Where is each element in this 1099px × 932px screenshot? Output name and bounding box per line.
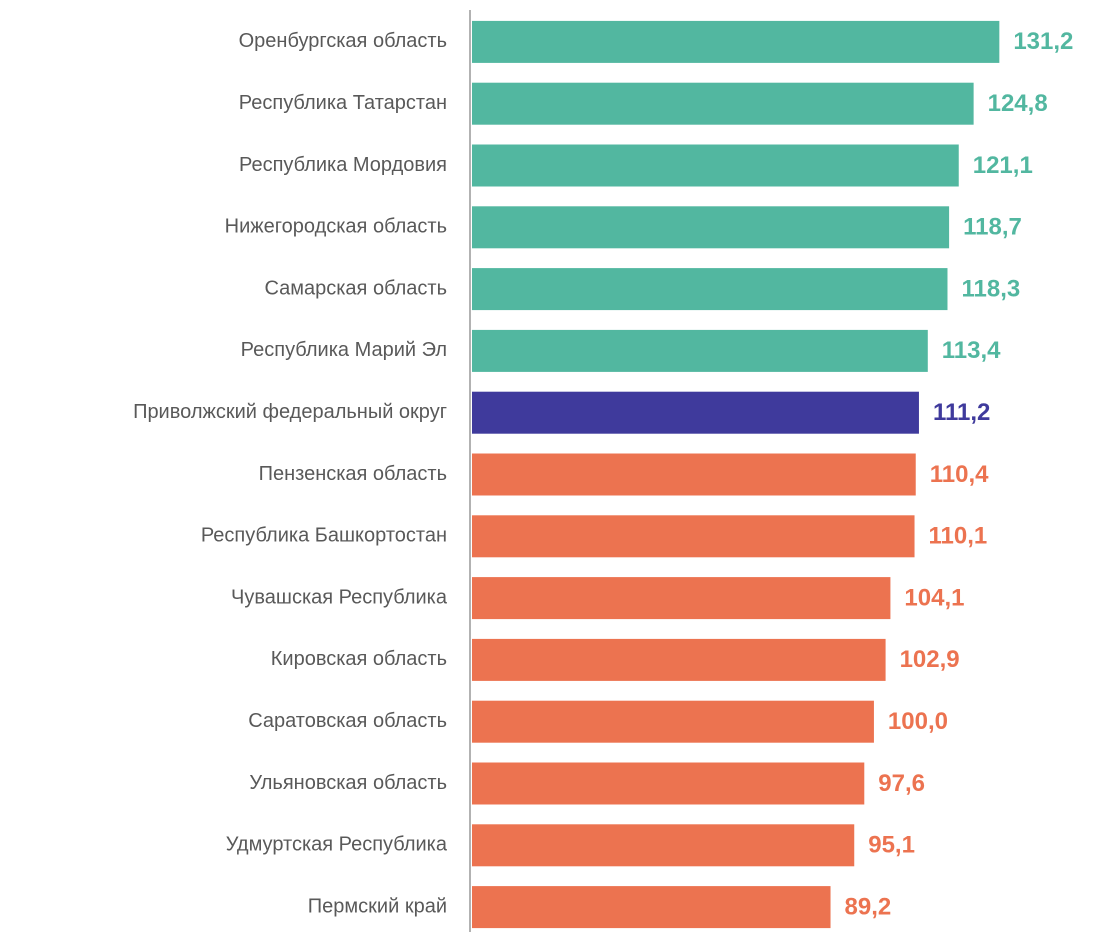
bar: [472, 82, 974, 125]
bar: [472, 824, 855, 867]
category-label: Пермский край: [308, 895, 447, 917]
value-label: 89,2: [845, 893, 892, 920]
value-label: 110,1: [929, 523, 988, 550]
value-label: 97,6: [878, 770, 925, 797]
category-label: Удмуртская Республика: [226, 834, 448, 856]
category-label: Кировская область: [271, 648, 447, 670]
category-label: Республика Башкортостан: [201, 525, 447, 547]
value-label: 100,0: [888, 708, 948, 735]
category-label: Республика Татарстан: [239, 92, 447, 114]
category-label: Республика Мордовия: [239, 154, 447, 176]
category-label: Нижегородская область: [225, 216, 447, 238]
bar: [472, 20, 1000, 63]
bar: [472, 206, 950, 249]
value-label: 111,2: [933, 399, 990, 426]
value-label: 113,4: [942, 337, 1001, 364]
bar: [472, 453, 916, 496]
value-label: 131,2: [1013, 28, 1073, 55]
bar: [472, 144, 959, 187]
bar: [472, 391, 919, 434]
value-label: 124,8: [988, 90, 1048, 117]
value-label: 118,3: [961, 275, 1020, 302]
category-label: Ульяновская область: [249, 772, 447, 794]
value-label: 102,9: [900, 646, 960, 673]
bar: [472, 700, 874, 743]
bar: [472, 762, 865, 805]
bar: [472, 886, 831, 929]
category-label: Чувашская Республика: [231, 586, 448, 608]
category-label: Приволжский федеральный округ: [133, 401, 447, 423]
category-label: Оренбургская область: [239, 30, 447, 52]
category-label: Саратовская область: [248, 710, 447, 732]
category-label: Пензенская область: [259, 463, 447, 485]
bar: [472, 329, 928, 372]
value-label: 104,1: [904, 584, 964, 611]
value-label: 118,7: [963, 214, 1022, 241]
value-label: 95,1: [868, 832, 915, 859]
bar: [472, 577, 891, 620]
bar: [472, 515, 915, 558]
bar: [472, 268, 948, 311]
bar: [472, 638, 886, 681]
category-label: Республика Марий Эл: [241, 339, 447, 361]
value-label: 110,4: [930, 461, 989, 488]
category-label: Самарская область: [264, 277, 447, 299]
value-label: 121,1: [973, 152, 1033, 179]
